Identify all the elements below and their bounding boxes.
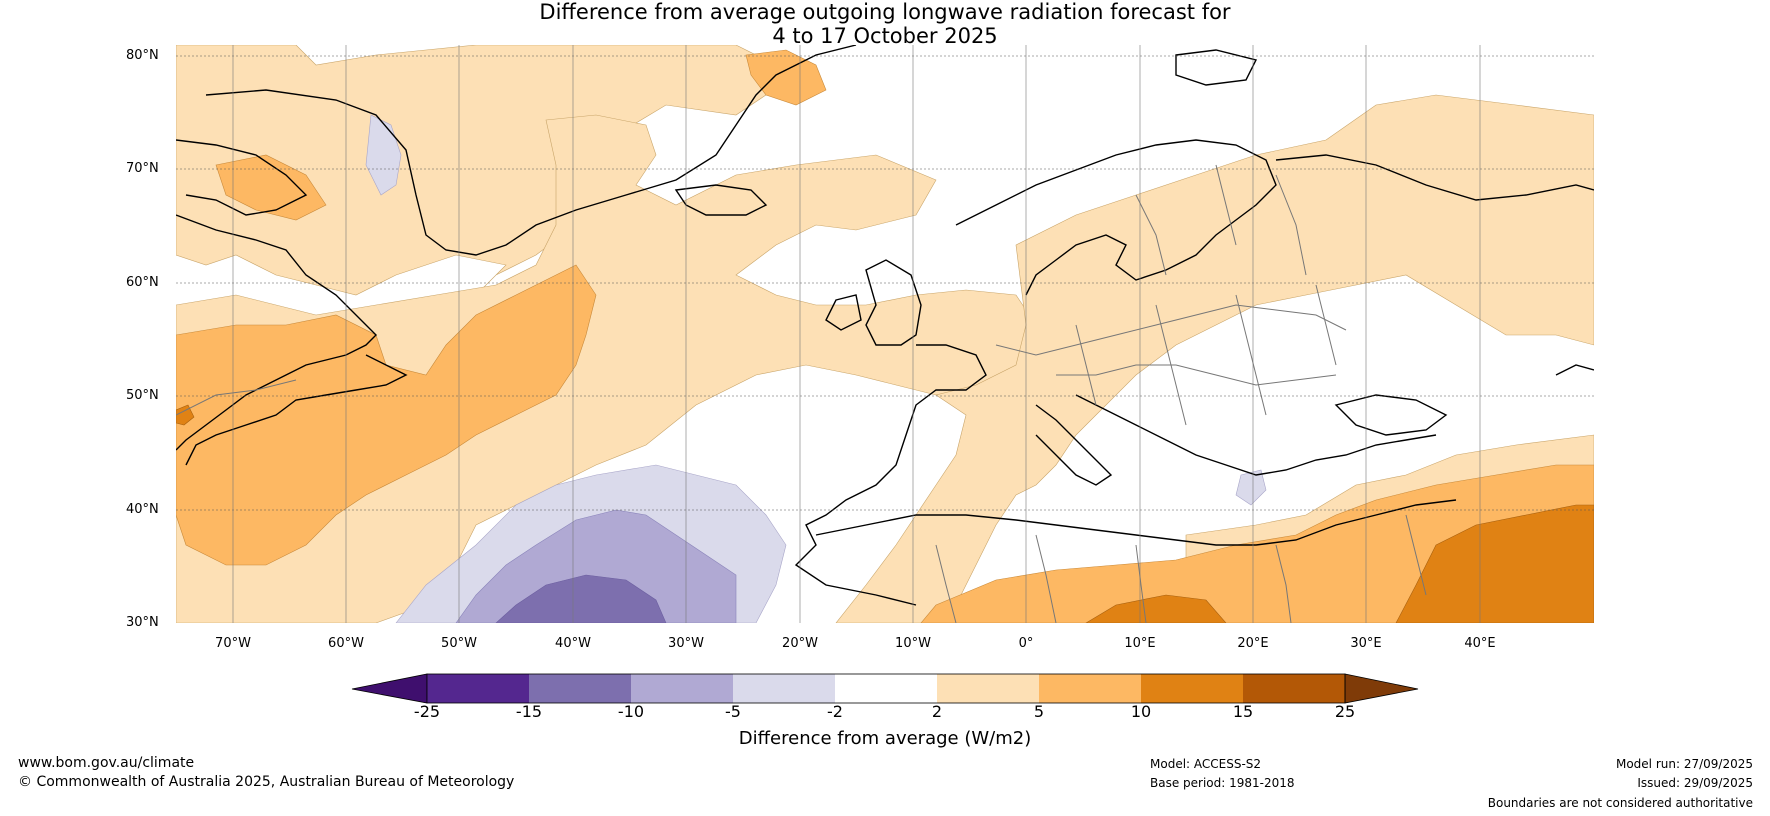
coastline-italy [1035, 404, 1113, 486]
title-line-2: 4 to 17 October 2025 [772, 24, 998, 48]
lat-label-50n: 50°N [126, 388, 159, 403]
colorbar-tick-25: 25 [1334, 702, 1356, 721]
anomaly-region-orange-west [175, 264, 597, 566]
lon-label-50w: 50°W [441, 636, 477, 651]
anomaly-map [175, 44, 1595, 624]
colorbar-swatch-2 [529, 674, 631, 703]
colorbar-tick-minus-25: -25 [413, 702, 441, 721]
coastline-arctic-russia [1275, 154, 1595, 201]
colorbar-tick-minus-15: -15 [515, 702, 543, 721]
border-lines-north-america [175, 379, 297, 416]
lon-label-10w: 10°W [895, 636, 931, 651]
lon-label-0: 0° [1018, 636, 1034, 651]
coastline-black-sea [1334, 394, 1448, 436]
colorbar-tick-minus-10: -10 [617, 702, 645, 721]
colorbar-swatch-6 [937, 674, 1039, 703]
colorbar-swatch-4 [733, 674, 835, 703]
lon-label-20w: 20°W [782, 636, 818, 651]
colorbar-tick-5: 5 [1033, 702, 1045, 721]
map-title: Difference from average outgoing longwav… [0, 0, 1770, 48]
anomaly-region-purple [455, 509, 737, 624]
colorbar-tick-minus-2: -2 [827, 702, 843, 721]
colorbar-swatch-8 [1141, 674, 1243, 703]
colorbar-swatch-5 [835, 674, 937, 703]
anomaly-region-light-orange [175, 44, 797, 296]
coastline-ireland [825, 294, 862, 331]
footer-copyright: © Commonwealth of Australia 2025, Austra… [18, 774, 515, 790]
lat-label-30n: 30°N [126, 615, 159, 630]
anomaly-region-light-purple-balkans [1235, 469, 1267, 506]
coastline-great-britain [865, 259, 922, 346]
colorbar-frame [426, 673, 1346, 704]
coastline-north-africa [815, 499, 1457, 546]
anomaly-region-dark-purple [495, 574, 667, 624]
coastline-scandinavia [955, 139, 1277, 296]
border-lines-central-europe [995, 284, 1347, 426]
colorbar-tick-10: 10 [1130, 702, 1152, 721]
coastline-svalbard [1175, 49, 1258, 86]
lon-label-10e: 10°E [1124, 636, 1156, 651]
anomaly-region-orange-greenland [745, 49, 827, 106]
colorbar-swatch-3 [631, 674, 733, 703]
lat-label-60n: 60°N [126, 275, 159, 290]
coastline-iceland [674, 184, 768, 216]
colorbar-swatch-1 [427, 674, 529, 703]
colorbar-extend-low [351, 673, 428, 704]
lon-label-20e: 20°E [1237, 636, 1269, 651]
footer-website: www.bom.gov.au/climate [18, 755, 195, 771]
anomaly-region-orange-canada [215, 154, 327, 221]
map-panel [175, 44, 1595, 624]
coastline-balkans [1075, 394, 1437, 476]
anomaly-region-light-orange-europe [835, 94, 1595, 624]
footer-base-period: Base period: 1981-2018 [1150, 776, 1295, 790]
lon-label-30w: 30°W [668, 636, 704, 651]
footer-disclaimer: Boundaries are not considered authoritat… [1487, 796, 1753, 810]
coastline-west-europe [794, 344, 987, 606]
anomaly-region-dark-orange-newfoundland [175, 404, 195, 426]
lon-label-40e: 40°E [1464, 636, 1496, 651]
latitude-gridlines [176, 55, 1594, 511]
colorbar-tick-minus-5: -5 [725, 702, 741, 721]
coastline-greenland [205, 44, 857, 256]
colorbar-label: Difference from average (W/m2) [738, 728, 1032, 749]
colorbar-swatch-9 [1243, 674, 1345, 703]
footer-model-run: Model run: 27/09/2025 [1615, 757, 1753, 771]
border-lines-north-africa [935, 514, 1427, 624]
coastline-caspian [1555, 364, 1595, 376]
colorbar [351, 673, 1419, 704]
country-borders [175, 164, 1427, 624]
lat-label-80n: 80°N [126, 48, 159, 63]
lon-label-40w: 40°W [555, 636, 591, 651]
border-lines-scandinavia [1135, 164, 1307, 276]
colorbar-tick-15: 15 [1232, 702, 1254, 721]
lon-label-60w: 60°W [328, 636, 364, 651]
footer-issued: Issued: 29/09/2025 [1637, 776, 1753, 790]
coastline-baffin [175, 139, 308, 216]
lat-label-70n: 70°N [126, 161, 159, 176]
colorbar-swatch-7 [1039, 674, 1141, 703]
lon-label-70w: 70°W [215, 636, 251, 651]
title-line-1: Difference from average outgoing longwav… [539, 0, 1231, 24]
lon-label-30e: 30°E [1350, 636, 1382, 651]
longitude-gridlines [232, 45, 1481, 623]
lat-label-40n: 40°N [126, 502, 159, 517]
footer-model: Model: ACCESS-S2 [1150, 757, 1262, 771]
coastline-nova-scotia [185, 354, 408, 466]
colorbar-tick-2: 2 [931, 702, 943, 721]
colorbar-extend-high [1344, 673, 1419, 704]
